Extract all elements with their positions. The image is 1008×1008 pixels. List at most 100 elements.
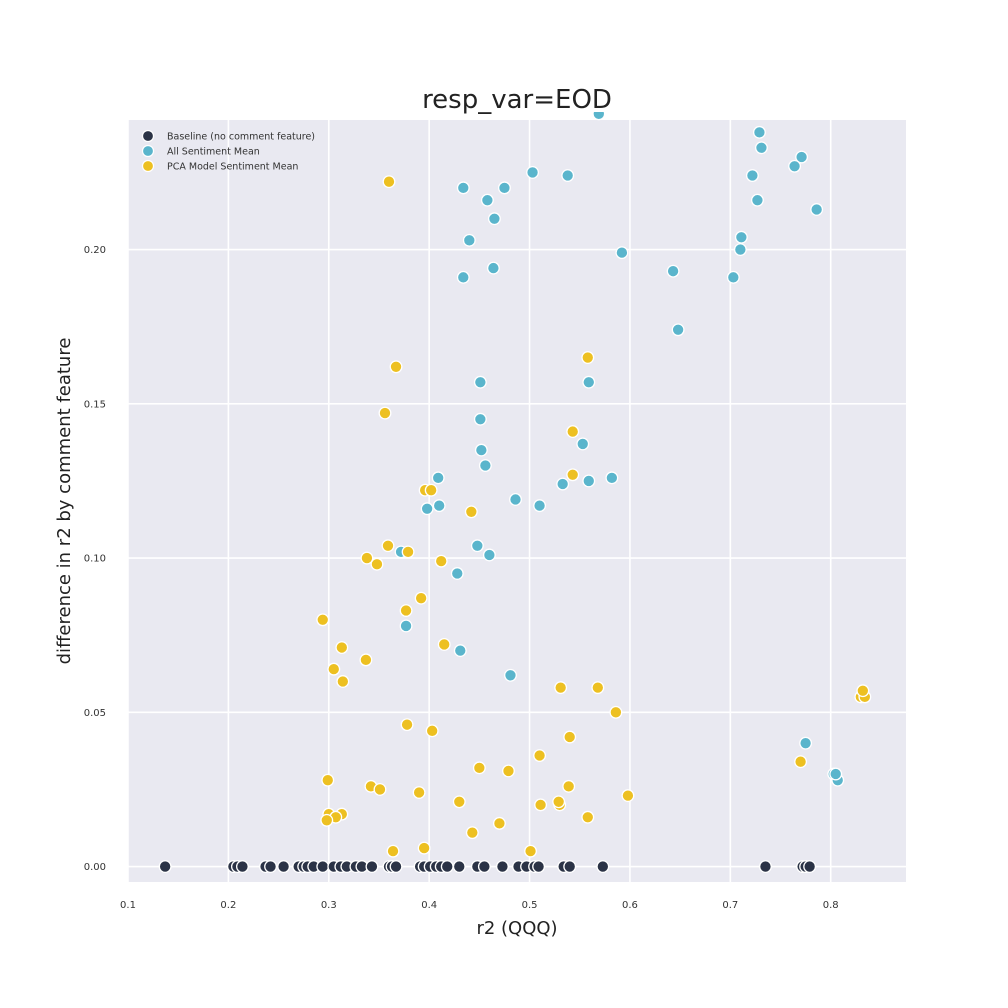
data-point <box>788 159 802 173</box>
data-point <box>498 181 511 195</box>
data-point <box>424 483 438 497</box>
series-2 <box>316 175 872 858</box>
data-point <box>504 668 517 682</box>
x-tick-label: 0.1 <box>120 900 136 911</box>
data-point <box>795 150 809 164</box>
data-point <box>477 860 491 874</box>
data-point <box>803 860 817 874</box>
data-point <box>582 474 596 488</box>
data-point <box>470 539 484 553</box>
data-point <box>420 502 434 516</box>
data-point <box>465 826 479 840</box>
series-0 <box>158 860 817 874</box>
data-point <box>235 860 249 874</box>
x-tick-label: 0.7 <box>722 900 738 911</box>
data-point <box>399 604 413 617</box>
y-tick-label: 0.00 <box>84 862 106 873</box>
data-point <box>452 860 466 874</box>
legend: Baseline (no comment feature) All Sentime… <box>141 129 315 173</box>
data-point <box>794 755 808 769</box>
data-point <box>495 860 509 874</box>
data-point <box>556 477 570 491</box>
data-point <box>378 406 392 420</box>
x-axis-label: r2 (QQQ) <box>476 918 557 939</box>
data-point <box>526 165 540 179</box>
data-point <box>432 499 446 513</box>
data-point <box>581 351 595 364</box>
data-point <box>563 860 577 874</box>
legend-label: PCA Model Sentiment Mean <box>167 162 298 173</box>
data-point <box>414 591 428 605</box>
data-point <box>440 860 454 874</box>
x-tick-label: 0.8 <box>823 900 839 911</box>
data-point <box>478 459 492 472</box>
data-point <box>389 360 403 374</box>
data-point <box>431 471 445 485</box>
data-points <box>158 112 872 874</box>
data-point <box>509 493 522 506</box>
data-point <box>759 860 772 874</box>
data-point <box>563 730 577 744</box>
data-point <box>386 844 400 858</box>
data-point <box>810 203 824 216</box>
data-point <box>562 779 576 793</box>
data-point <box>400 718 414 732</box>
data-point <box>502 764 515 778</box>
legend-label: Baseline (no comment feature) <box>167 132 315 143</box>
y-tick-label: 0.20 <box>84 245 106 256</box>
data-point <box>486 261 500 275</box>
data-point <box>482 548 496 562</box>
data-point <box>582 375 596 389</box>
data-point <box>592 112 606 121</box>
data-point <box>561 169 575 182</box>
y-axis-label: difference in r2 by comment feature <box>54 338 75 665</box>
data-point <box>472 761 486 775</box>
data-point <box>434 554 448 568</box>
x-tick-label: 0.2 <box>220 900 236 911</box>
data-point <box>576 437 590 451</box>
x-tick-label: 0.6 <box>622 900 638 911</box>
data-point <box>320 813 334 827</box>
data-point <box>456 270 470 284</box>
data-point <box>487 212 501 226</box>
data-point <box>365 860 379 874</box>
data-point <box>605 471 619 485</box>
data-point <box>671 323 685 337</box>
legend-marker <box>141 159 155 173</box>
data-point <box>316 613 330 627</box>
data-point <box>474 443 488 457</box>
data-point <box>336 675 350 688</box>
data-point <box>399 619 413 633</box>
data-point <box>412 786 426 799</box>
data-point <box>360 551 374 565</box>
legend-label: All Sentiment Mean <box>167 147 260 158</box>
data-point <box>327 662 341 676</box>
data-point <box>621 789 635 803</box>
legend-marker <box>141 144 155 158</box>
data-point <box>554 681 568 695</box>
data-point <box>456 181 470 195</box>
data-point <box>609 705 623 719</box>
data-point <box>452 795 466 809</box>
data-point <box>264 860 277 874</box>
data-point <box>381 539 395 553</box>
data-point <box>752 125 766 139</box>
data-point <box>666 264 680 278</box>
data-point <box>417 841 431 855</box>
data-point <box>373 782 387 796</box>
data-point <box>726 270 740 284</box>
x-tick-labels: 0.1 0.2 0.3 0.4 0.5 0.6 0.7 0.8 <box>120 900 839 911</box>
grid-lines <box>127 120 906 882</box>
y-tick-label: 0.05 <box>84 708 106 719</box>
data-point <box>566 468 580 482</box>
x-tick-label: 0.5 <box>522 900 538 911</box>
data-point <box>462 233 476 247</box>
data-point <box>799 736 813 750</box>
data-point <box>453 644 467 658</box>
x-tick-label: 0.4 <box>421 900 437 911</box>
data-point <box>615 246 629 260</box>
data-point <box>321 773 335 787</box>
y-tick-label: 0.10 <box>84 554 106 565</box>
data-point <box>437 638 451 651</box>
data-point <box>745 169 759 182</box>
